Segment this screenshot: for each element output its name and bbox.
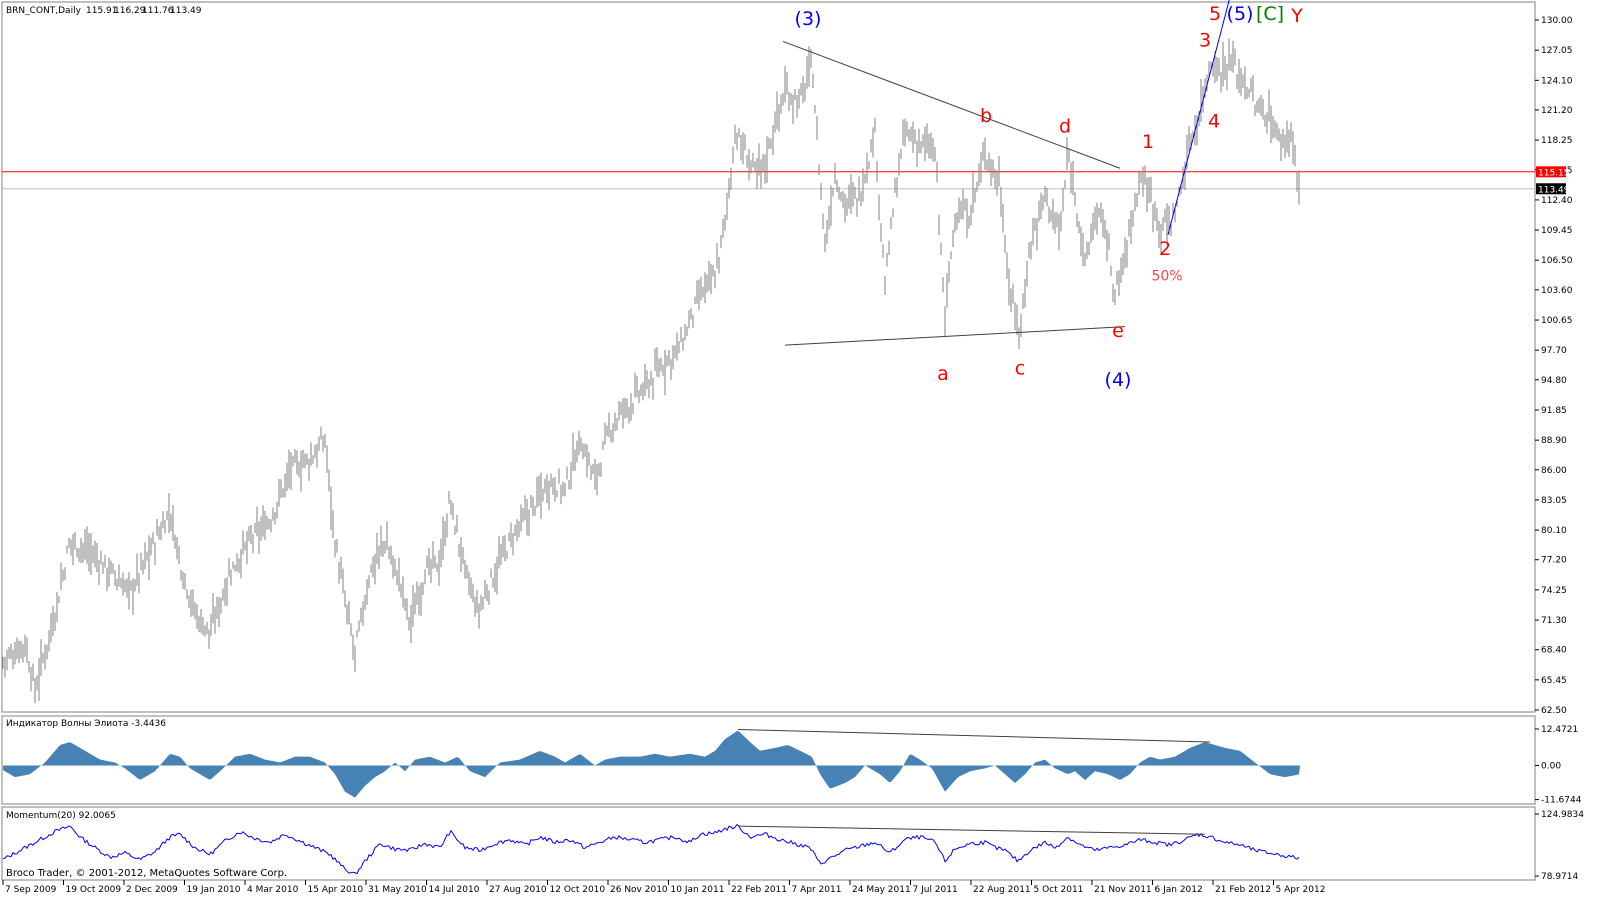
price-tick-label: 112.40 xyxy=(1541,196,1573,206)
wave-label: d xyxy=(1059,115,1071,137)
price-axis: 130.00127.05124.10121.20118.25115.35112.… xyxy=(1535,16,1573,716)
time-tick-label: 14 Jul 2010 xyxy=(429,885,480,895)
price-tick-label: 71.30 xyxy=(1541,616,1567,626)
trendline xyxy=(1167,0,1230,235)
main-pane xyxy=(1,1,1536,713)
ohlc-close: 113.49 xyxy=(170,6,202,16)
ohlc-high: 116.29 xyxy=(114,6,146,16)
time-tick-label: 26 Nov 2010 xyxy=(610,885,668,895)
indicator2-tick-label: 124.9834 xyxy=(1541,810,1584,820)
wave-label: Y xyxy=(1290,5,1303,27)
wave-label: 1 xyxy=(1142,131,1154,153)
price-tick-label: 103.60 xyxy=(1541,286,1573,296)
price-tick-label: 127.05 xyxy=(1541,46,1573,56)
time-tick-label: 6 Jan 2012 xyxy=(1155,885,1203,895)
price-tick-label: 77.20 xyxy=(1541,556,1567,566)
time-tick-label: 5 Oct 2011 xyxy=(1034,885,1084,895)
time-tick-label: 21 Nov 2011 xyxy=(1094,885,1152,895)
wave-label: 3 xyxy=(1199,30,1211,52)
wave-label: [C] xyxy=(1256,3,1284,25)
price-tick-label: 62.50 xyxy=(1541,706,1567,716)
time-tick-label: 7 Jul 2011 xyxy=(913,885,958,895)
indicator1-title: Индикатор Волны Элиота -3.4436 xyxy=(6,719,166,729)
wave-label: b xyxy=(980,105,992,127)
indicator1-trendline xyxy=(737,728,1211,743)
time-tick-label: 22 Aug 2011 xyxy=(973,885,1031,895)
time-tick-label: 4 Mar 2010 xyxy=(247,885,299,895)
wave-label: 2 xyxy=(1159,238,1171,260)
indicator2-tick-label: 78.9714 xyxy=(1541,872,1578,882)
indicator2-pane xyxy=(1,806,1536,881)
wave-label: 50% xyxy=(1151,269,1182,285)
price-tick-label: 109.45 xyxy=(1541,226,1573,236)
indicator1-histogram: 12.4721 0.00 -11.6744 xyxy=(3,725,1582,806)
price-tick-label: 88.90 xyxy=(1541,436,1567,446)
price-tick-label: 121.20 xyxy=(1541,106,1573,116)
price-tick-label: 124.10 xyxy=(1541,76,1573,86)
price-tick-label: 130.00 xyxy=(1541,16,1573,26)
trendline xyxy=(782,40,1121,169)
time-tick-label: 22 Feb 2011 xyxy=(731,885,787,895)
wave-labels: (3) b d a c e (4) 1 2 50% 3 4 5 (5) [C] Y xyxy=(795,3,1304,391)
trendlines xyxy=(782,0,1230,346)
ref-price-tag xyxy=(1536,166,1566,178)
price-tick-label: 83.05 xyxy=(1541,496,1567,506)
price-tick-label: 65.45 xyxy=(1541,676,1567,686)
last-price-tag xyxy=(1536,183,1566,195)
momentum-line xyxy=(2,823,1300,875)
ref-price-label: 115.15 xyxy=(1538,168,1570,178)
price-tick-label: 86.00 xyxy=(1541,466,1567,476)
time-tick-label: 24 May 2011 xyxy=(852,885,911,895)
last-price-label: 113.49 xyxy=(1538,185,1570,195)
wave-label: c xyxy=(1015,358,1025,380)
wave-label: a xyxy=(937,363,949,385)
time-tick-label: 12 Oct 2010 xyxy=(550,885,606,895)
time-tick-label: 15 Apr 2010 xyxy=(308,885,364,895)
ohlc-low: 111.76 xyxy=(142,6,174,16)
price-tick-label: 97.70 xyxy=(1541,346,1567,356)
watermark: Broco Trader, © 2001-2012, MetaQuotes So… xyxy=(6,868,287,879)
time-tick-label: 31 May 2010 xyxy=(368,885,427,895)
price-tick-label: 91.85 xyxy=(1541,406,1567,416)
wave-label: (3) xyxy=(795,8,822,30)
price-tick-label: 94.80 xyxy=(1541,376,1567,386)
price-tick-label: 68.40 xyxy=(1541,646,1567,656)
time-tick-label: 19 Jan 2010 xyxy=(187,885,241,895)
indicator1-tick-label: 0.00 xyxy=(1541,761,1561,771)
indicator2-line: 124.9834 78.9714 xyxy=(2,810,1584,882)
chart-title: BRN_CONT,Daily xyxy=(6,6,82,16)
time-tick-label: 7 Sep 2009 xyxy=(5,885,57,895)
time-tick-label: 5 Apr 2012 xyxy=(1276,885,1326,895)
price-tick-label: 80.10 xyxy=(1541,526,1567,536)
price-tick-label: 106.50 xyxy=(1541,256,1573,266)
indicator1-tick-label: 12.4721 xyxy=(1541,725,1578,735)
time-tick-label: 10 Jan 2011 xyxy=(671,885,725,895)
time-tick-label: 7 Apr 2011 xyxy=(792,885,842,895)
indicator2-trendline xyxy=(737,825,1206,835)
time-tick-label: 2 Dec 2009 xyxy=(126,885,178,895)
indicator1-tick-label: -11.6744 xyxy=(1541,796,1582,806)
price-tick-label: 118.25 xyxy=(1541,136,1573,146)
price-bars xyxy=(2,38,1300,704)
time-tick-label: 19 Oct 2009 xyxy=(66,885,122,895)
ohlc-open: 115.91 xyxy=(86,6,118,16)
wave-label: 5 xyxy=(1209,3,1221,25)
price-tick-label: 100.65 xyxy=(1541,316,1573,326)
time-axis: 7 Sep 2009 19 Oct 2009 2 Dec 2009 19 Jan 20… xyxy=(2,880,1326,895)
wave-label: e xyxy=(1112,320,1124,342)
trendline xyxy=(784,326,1126,346)
time-tick-label: 27 Aug 2010 xyxy=(489,885,547,895)
wave-label: (4) xyxy=(1105,369,1132,391)
wave-label: 4 xyxy=(1208,110,1220,132)
time-tick-label: 21 Feb 2012 xyxy=(1215,885,1271,895)
indicator2-title: Momentum(20) 92.0065 xyxy=(6,811,116,821)
wave-label: (5) xyxy=(1227,3,1254,25)
indicator1-area xyxy=(3,731,1300,798)
price-tick-label: 74.25 xyxy=(1541,586,1567,596)
price-tags: 115.15 113.49 xyxy=(1536,166,1570,195)
